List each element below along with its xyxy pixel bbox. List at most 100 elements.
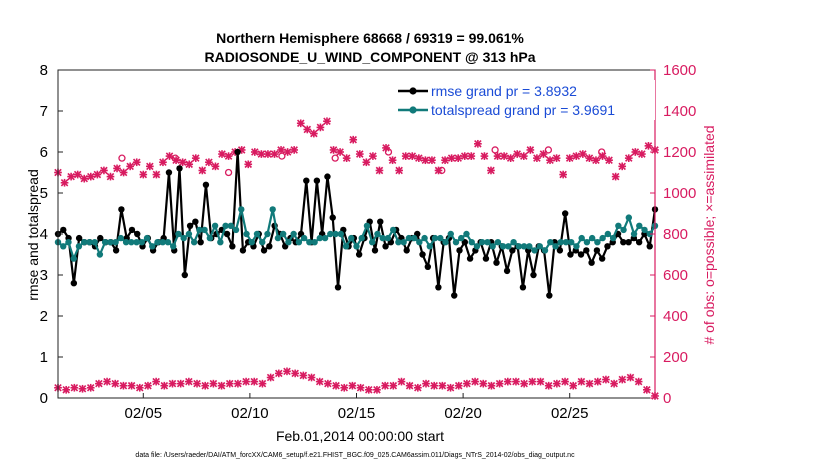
totalspread-point (641, 226, 648, 234)
rmse-point (503, 267, 511, 275)
totalspread-point (389, 226, 397, 234)
assimilated-count-marker (559, 170, 567, 179)
low-count-marker (553, 379, 561, 388)
assimilated-count-marker (323, 117, 331, 126)
assimilated-count-marker (618, 162, 627, 171)
y-right-tick-label: 1200 (663, 144, 696, 161)
low-count-marker (324, 379, 332, 388)
y-right-tick-label: 0 (663, 390, 671, 407)
rmse-point (604, 243, 611, 250)
assimilated-count-marker (565, 154, 574, 162)
rmse-point (519, 284, 527, 291)
possible-count-marker (278, 152, 286, 160)
rmse-point (355, 251, 363, 258)
totalspread-point (190, 239, 198, 246)
low-count-marker (381, 381, 389, 390)
totalspread-point (494, 239, 502, 246)
low-count-marker (62, 385, 71, 394)
rmse-point (424, 263, 432, 270)
rmse-point (371, 247, 379, 254)
low-count-marker (209, 379, 218, 388)
rmse-point (567, 251, 574, 258)
low-count-marker (283, 367, 291, 376)
assimilated-count-marker (572, 152, 581, 160)
assimilated-count-marker (146, 162, 154, 171)
data-file-footer: data file: /Users/raeder/DAI/ATM_forcXX/… (135, 452, 575, 459)
totalspread-point (620, 226, 627, 234)
low-count-marker (135, 383, 144, 392)
x-tick-label: 02/20 (444, 405, 482, 422)
totalspread-point (185, 230, 193, 238)
rmse-point (313, 177, 321, 184)
assimilated-count-marker (290, 146, 299, 154)
totalspread-point (274, 234, 282, 242)
assimilated-count-marker (316, 123, 325, 132)
rmse-point (260, 247, 268, 254)
low-count-marker (512, 377, 520, 386)
rmse-point (239, 247, 247, 254)
assimilated-count-marker (303, 125, 312, 134)
rmse-point (493, 259, 500, 266)
assimilated-count-marker (329, 146, 338, 154)
low-count-marker (291, 369, 300, 378)
totalspread-point (421, 234, 428, 242)
low-count-marker (585, 379, 594, 388)
assimilated-count-marker (126, 162, 135, 171)
assimilated-count-marker (395, 166, 403, 175)
assimilated-count-marker (113, 164, 121, 173)
totalspread-point (526, 243, 533, 250)
low-count-marker (176, 379, 185, 388)
totalspread-point (232, 226, 240, 234)
assimilated-count-marker (100, 166, 108, 175)
low-count-marker (356, 383, 365, 392)
totalspread-point (625, 214, 633, 221)
totalspread-point (463, 230, 470, 238)
totalspread-point (170, 243, 177, 250)
totalspread-point (91, 239, 98, 246)
low-count-marker (626, 373, 635, 382)
rmse-point (646, 243, 653, 250)
possible-count-marker (544, 146, 553, 154)
low-count-marker (152, 377, 160, 386)
totalspread-point (520, 243, 528, 250)
totalspread-point (243, 230, 250, 238)
assimilated-count-marker (132, 158, 141, 167)
totalspread-point (473, 243, 481, 250)
totalspread-point (515, 243, 523, 250)
x-axis-label: Feb.01,2014 00:00:00 start (276, 428, 444, 444)
rmse-point (197, 239, 204, 246)
low-count-marker (201, 381, 210, 390)
rmse-point (625, 239, 632, 246)
assimilated-count-marker (421, 156, 430, 165)
totalspread-point (646, 230, 653, 238)
rmse-point (112, 247, 120, 254)
possible-count-marker (438, 166, 446, 175)
assimilated-count-marker (500, 152, 508, 160)
assimilated-count-marker (60, 178, 69, 187)
assimilated-count-marker (257, 150, 266, 158)
rmse-point (419, 251, 426, 258)
low-count-marker (266, 373, 275, 382)
y-left-tick-label: 1 (40, 349, 48, 366)
totalspread-point (489, 243, 496, 250)
rmse-point (118, 206, 125, 213)
low-count-marker (364, 385, 373, 394)
assimilated-count-marker (611, 172, 620, 181)
totalspread-point (290, 230, 297, 238)
low-count-marker (234, 379, 242, 388)
assimilated-count-marker (408, 152, 417, 160)
rmse-point (577, 251, 585, 258)
assimilated-count-marker (585, 154, 594, 162)
assimilated-count-marker (336, 148, 344, 156)
assimilated-count-marker (224, 152, 233, 160)
low-count-marker (528, 377, 537, 386)
totalspread-point (557, 239, 564, 246)
low-count-marker (348, 381, 357, 390)
assimilated-count-marker (631, 148, 640, 156)
rmse-point (186, 222, 194, 229)
rmse-point (546, 292, 553, 299)
rmse-point (482, 255, 490, 262)
axes: 0 1 2 3 4 5 6 7 8 0 200 400 600 800 1000 1200 1400 1600 02… (40, 62, 697, 422)
totalspread-point (541, 247, 549, 254)
assimilated-count-marker (552, 154, 561, 162)
